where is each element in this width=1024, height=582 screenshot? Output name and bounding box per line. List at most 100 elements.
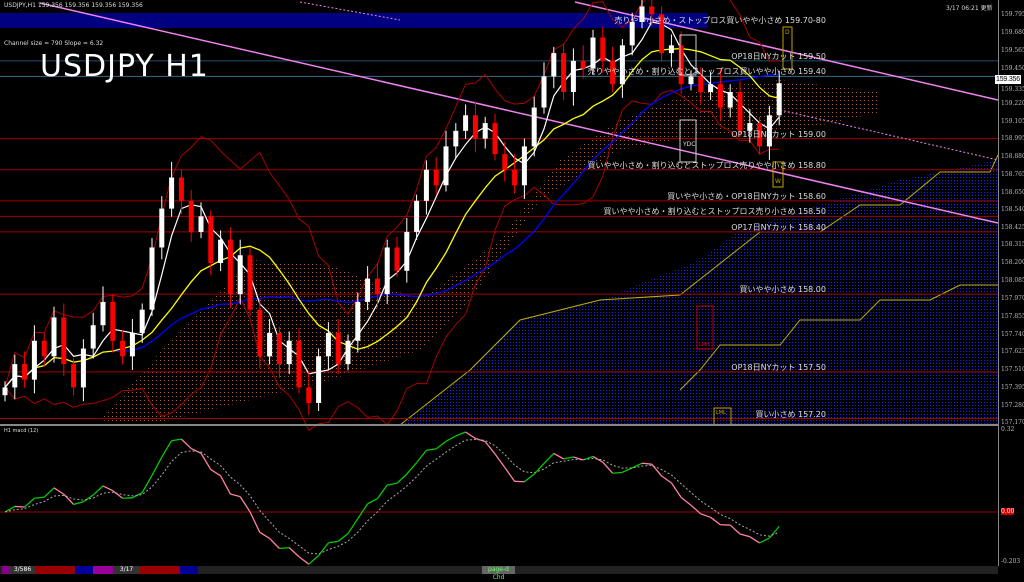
candle	[218, 240, 223, 263]
macd-segment	[564, 457, 574, 459]
macd-segment	[54, 488, 64, 494]
macd-segment	[368, 499, 378, 504]
macd-segment	[44, 488, 54, 497]
candle	[316, 356, 321, 403]
candle	[208, 216, 213, 263]
macd-segment	[711, 517, 721, 524]
price-tick: 159.680	[1001, 29, 1024, 36]
candle	[3, 387, 8, 395]
price-tick: 159.105	[1001, 118, 1024, 125]
macd-segment	[505, 467, 515, 481]
macd-segment	[671, 483, 681, 498]
macd-segment	[573, 457, 583, 460]
macd-segment	[221, 476, 231, 494]
macd-segment	[691, 505, 701, 514]
candle	[12, 364, 17, 387]
candle	[385, 247, 390, 294]
candle	[620, 45, 625, 84]
level-label: 買いやや小さめ・OP18日NYカット 158.60	[667, 191, 826, 202]
macd-segment	[681, 498, 691, 506]
macd-segment	[83, 495, 93, 502]
macd-segment	[299, 557, 309, 564]
bottom-timebar[interactable]: 3/586 3/17 page-d Chd	[0, 566, 998, 574]
candle	[581, 61, 586, 69]
macd-segment	[456, 432, 466, 436]
candle	[189, 201, 194, 232]
candle	[375, 279, 380, 295]
macd-segment	[387, 483, 397, 485]
updated-time: 3/17 06:21 更新	[946, 3, 993, 12]
candle	[502, 154, 507, 170]
price-tick: 157.395	[1001, 384, 1024, 391]
current-price-label: 159.356	[995, 75, 1021, 84]
candle	[277, 333, 282, 364]
price-tick: 157.625	[1001, 348, 1024, 355]
candle	[591, 38, 596, 69]
candle	[473, 115, 478, 138]
candle	[777, 83, 782, 115]
macd-segment	[495, 454, 505, 468]
macd-segment	[230, 494, 240, 497]
price-tick: 159.795	[1001, 11, 1024, 18]
candle	[287, 341, 292, 364]
macd-segment	[436, 441, 446, 449]
candle	[71, 364, 76, 387]
macd-segment	[270, 538, 280, 548]
candle	[179, 177, 184, 200]
price-tick: 158.540	[1001, 206, 1024, 213]
candle	[679, 45, 684, 84]
level-label: OP18日NYカット 159.50	[731, 51, 826, 62]
macd-segment	[466, 432, 476, 438]
candle	[101, 302, 106, 325]
level-band	[0, 13, 708, 28]
candle	[326, 333, 331, 356]
lmh-label: LMH	[699, 342, 710, 348]
level-label: 買いやや小さめ・割り込むとストップロス売り小さめ 158.50	[603, 206, 826, 217]
macd-segment	[769, 526, 779, 538]
macd-segment	[201, 453, 211, 469]
candle	[453, 131, 458, 147]
price-tick: 159.220	[1001, 100, 1024, 107]
macd-segment	[632, 463, 642, 468]
price-tick: 157.855	[1001, 313, 1024, 320]
macd-segment	[554, 453, 564, 458]
price-tick: 159.450	[1001, 65, 1024, 72]
macd-segment	[74, 502, 84, 505]
macd-segment	[426, 449, 436, 450]
page-seg[interactable]: page-d Chd	[482, 566, 515, 574]
level-label: 売りやや小さめ・ストップロス買いやや小さめ 159.70-80	[614, 15, 826, 26]
w-label: W	[775, 178, 781, 185]
macd-segment	[407, 463, 417, 474]
candle	[708, 84, 713, 92]
level-label: OP18日NYカット 159.00	[731, 129, 826, 140]
macd-segment	[730, 525, 740, 534]
candle	[169, 177, 174, 208]
level-label: 買いやや小さめ 158.00	[739, 284, 826, 295]
candle	[81, 349, 86, 388]
macd-segment	[750, 537, 760, 543]
candle	[248, 255, 253, 309]
macd-segment	[377, 485, 387, 499]
candle	[728, 92, 733, 108]
candle	[542, 76, 547, 107]
macd-segment	[662, 476, 672, 483]
candle	[199, 216, 204, 232]
date-seg-1: 3/586	[10, 566, 35, 574]
macd-segment	[240, 497, 250, 512]
candle	[522, 146, 527, 185]
price-tick: 158.765	[1001, 171, 1024, 178]
macd-segment	[358, 504, 368, 519]
macd-segment	[279, 548, 289, 549]
level-label: 買いやや小さめ・割り込むとストップロス売りやや小さめ 158.80	[587, 160, 826, 171]
candle	[32, 341, 37, 380]
candle	[110, 302, 115, 341]
macd-segment	[260, 532, 270, 538]
price-tick: 158.425	[1001, 224, 1024, 231]
price-tick: 157.280	[1001, 402, 1024, 409]
macd-segment	[740, 534, 750, 537]
candle	[228, 240, 233, 294]
big-title: USDJPY H1	[40, 52, 209, 82]
date-seg-2: 3/17	[113, 566, 140, 574]
